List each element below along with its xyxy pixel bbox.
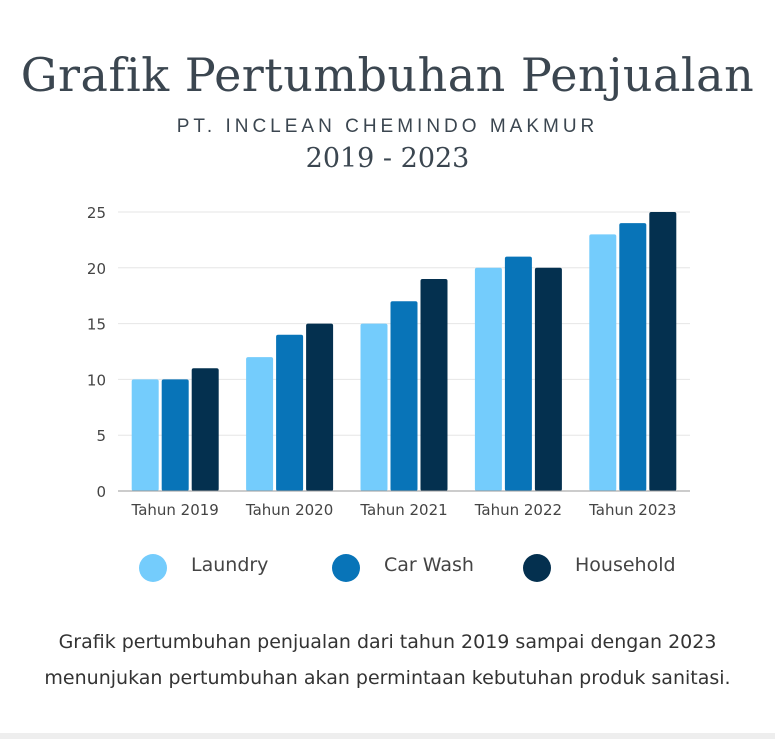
y-tick-label: 25 <box>87 204 106 222</box>
x-tick-label: Tahun 2021 <box>359 501 447 519</box>
bar-car-wash <box>390 301 418 491</box>
bar-laundry <box>246 357 274 491</box>
bar-laundry <box>589 234 617 491</box>
y-tick-label: 5 <box>96 427 106 445</box>
y-tick-label: 20 <box>87 260 106 278</box>
legend-swatch-car-wash <box>332 554 360 582</box>
y-tick-label: 0 <box>96 483 106 501</box>
bar-laundry <box>474 267 502 491</box>
bar-car-wash <box>619 223 647 491</box>
bar-laundry <box>131 379 159 491</box>
bar-household <box>420 278 448 491</box>
y-tick-label: 10 <box>87 371 106 389</box>
legend-swatch-laundry <box>139 554 167 582</box>
bar-car-wash <box>161 379 189 491</box>
bar-car-wash <box>276 334 304 491</box>
bar-household <box>306 323 334 491</box>
bottom-divider <box>0 733 775 739</box>
legend-swatch-household <box>523 554 551 582</box>
chart-caption: Grafik pertumbuhan penjualan dari tahun … <box>0 624 775 696</box>
x-tick-label: Tahun 2020 <box>245 501 333 519</box>
y-tick-label: 15 <box>87 316 106 334</box>
bar-car-wash <box>504 256 532 491</box>
company-name: PT. INCLEAN CHEMINDO MAKMUR <box>176 116 599 137</box>
bar-chart: 0 5 10 15 20 25 Tahun 2019 Tahun 2020 Tahun 2021… <box>87 204 690 519</box>
legend-label-household: Household <box>575 554 676 576</box>
legend-label-car-wash: Car Wash <box>384 554 474 576</box>
chart-title: Grafik Pertumbuhan Penjualan <box>20 48 755 102</box>
caption-line-2: menunjukan pertumbuhan akan permintaan k… <box>44 667 731 689</box>
year-range: 2019 - 2023 <box>305 143 470 174</box>
legend-label-laundry: Laundry <box>191 554 269 576</box>
bar-household <box>534 267 562 491</box>
x-tick-label: Tahun 2022 <box>474 501 562 519</box>
bar-household <box>649 212 677 491</box>
bar-household <box>191 368 219 491</box>
x-tick-label: Tahun 2019 <box>131 501 219 519</box>
bar-laundry <box>360 323 388 491</box>
caption-line-1: Grafik pertumbuhan penjualan dari tahun … <box>58 631 717 653</box>
x-tick-label: Tahun 2023 <box>588 501 676 519</box>
